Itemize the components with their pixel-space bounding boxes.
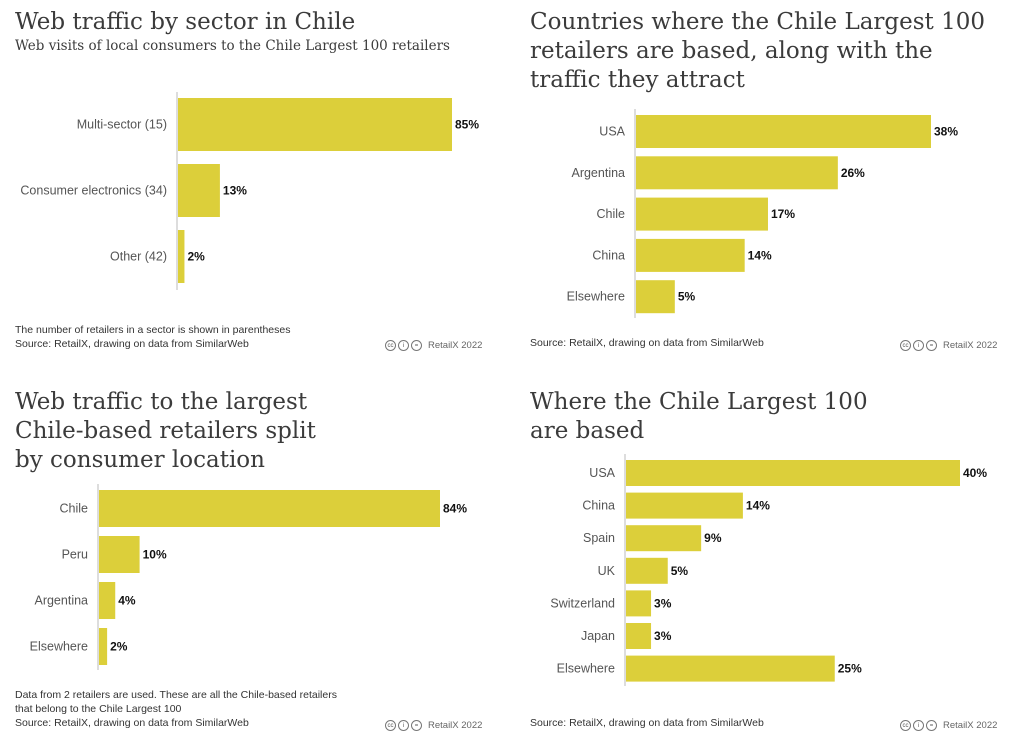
category-label: Argentina: [571, 166, 625, 180]
category-label: UK: [598, 564, 616, 578]
creative-commons-icon: cc: [385, 340, 396, 351]
category-label: Chile: [60, 502, 89, 516]
bar: [626, 492, 743, 519]
category-label: Other (42): [110, 250, 167, 264]
category-label: Peru: [62, 548, 88, 562]
credit-text: RetailX 2022: [428, 340, 483, 351]
bar-chart-consumer-location: Chile 84% Peru 10% Argentina 4% Elsewhere 2%: [30, 484, 467, 670]
category-label: Elsewhere: [30, 640, 88, 654]
attribution-icon: i: [398, 340, 409, 351]
chart-title: Countries where the Chile Largest 100 re…: [530, 9, 986, 93]
bar: [99, 628, 108, 665]
panel-retailer-locations: Where the Chile Largest 100 are based US…: [530, 388, 1005, 733]
attribution-icon: i: [913, 340, 924, 351]
value-label: 10%: [143, 548, 167, 562]
chart-note-continued: that belong to the Chile Largest 100: [15, 703, 182, 715]
category-label: USA: [589, 466, 615, 480]
panel-countries-traffic: Countries where the Chile Largest 100 re…: [530, 8, 1005, 358]
bar: [99, 582, 116, 619]
bar: [626, 655, 835, 682]
credit-text: RetailX 2022: [943, 340, 998, 351]
chart-note: Data from 2 retailers are used. These ar…: [15, 689, 337, 701]
attribution-icon: i: [398, 720, 409, 731]
value-label: 3%: [654, 596, 672, 610]
panel-consumer-location: Web traffic to the largest Chile-based r…: [15, 388, 490, 733]
bar: [99, 536, 140, 573]
value-label: 3%: [654, 629, 672, 643]
value-label: 4%: [118, 594, 136, 608]
bar-chart-retailer-locations: USA 40% China 14% Spain 9% UK 5% Switzerland 3% Ja…: [550, 454, 987, 686]
bar: [636, 156, 838, 190]
category-label: Elsewhere: [567, 290, 625, 304]
category-label: Chile: [597, 207, 626, 221]
value-label: 25%: [838, 662, 862, 676]
value-label: 84%: [443, 502, 467, 516]
value-label: 2%: [110, 640, 128, 654]
bar-chart-sector: Multi-sector (15) 85% Consumer electronics…: [20, 92, 479, 290]
chart-source: Source: RetailX, drawing on data from Si…: [530, 337, 764, 349]
bar: [178, 230, 185, 283]
bar: [636, 238, 745, 272]
no-derivatives-icon: =: [411, 720, 422, 731]
category-label: Spain: [583, 531, 615, 545]
bar-chart-countries: USA 38% Argentina 26% Chile 17% China 14% Elsewh…: [567, 109, 958, 318]
category-label: China: [592, 248, 625, 262]
no-derivatives-icon: =: [926, 720, 937, 731]
value-label: 26%: [841, 166, 865, 180]
bar: [626, 590, 652, 617]
panel-sector-traffic: Web traffic by sector in Chile Web visit…: [15, 8, 490, 358]
chart-subtitle: Web visits of local consumers to the Chi…: [15, 38, 450, 54]
credit-badge: cc i = RetailX 2022: [385, 340, 482, 351]
value-label: 2%: [187, 250, 205, 264]
credit-badge: cc i = RetailX 2022: [385, 720, 482, 731]
chart-title: Web traffic by sector in Chile: [15, 9, 356, 35]
chart-title: Where the Chile Largest 100 are based: [530, 389, 868, 444]
credit-text: RetailX 2022: [428, 720, 483, 731]
bar: [626, 525, 702, 552]
value-label: 40%: [963, 466, 987, 480]
attribution-icon: i: [913, 720, 924, 731]
bar: [178, 164, 220, 217]
creative-commons-icon: cc: [900, 340, 911, 351]
bar: [99, 490, 440, 527]
value-label: 14%: [748, 248, 772, 262]
bar: [178, 98, 452, 151]
credit-badge: cc i = RetailX 2022: [900, 720, 997, 731]
chart-title: Web traffic to the largest Chile-based r…: [15, 389, 316, 473]
value-label: 17%: [771, 207, 795, 221]
value-label: 14%: [746, 499, 770, 513]
creative-commons-icon: cc: [900, 720, 911, 731]
credit-text: RetailX 2022: [943, 720, 998, 731]
category-label: China: [582, 499, 615, 513]
value-label: 5%: [671, 564, 689, 578]
value-label: 13%: [223, 184, 247, 198]
value-label: 5%: [678, 290, 696, 304]
category-label: Elsewhere: [557, 662, 615, 676]
chart-source: Source: RetailX, drawing on data from Si…: [15, 338, 249, 350]
value-label: 38%: [934, 125, 958, 139]
category-label: Multi-sector (15): [77, 118, 167, 132]
value-label: 85%: [455, 118, 479, 132]
credit-badge: cc i = RetailX 2022: [900, 340, 997, 351]
chart-note: The number of retailers in a sector is s…: [15, 324, 291, 336]
bar: [626, 557, 668, 584]
bar: [626, 460, 960, 486]
bar: [636, 280, 675, 314]
value-label: 9%: [704, 531, 722, 545]
chart-source: Source: RetailX, drawing on data from Si…: [530, 717, 764, 729]
category-label: Switzerland: [550, 596, 615, 610]
category-label: Japan: [581, 629, 615, 643]
category-label: Consumer electronics (34): [20, 184, 167, 198]
chart-source: Source: RetailX, drawing on data from Si…: [15, 717, 249, 729]
bar: [636, 115, 931, 148]
no-derivatives-icon: =: [926, 340, 937, 351]
creative-commons-icon: cc: [385, 720, 396, 731]
no-derivatives-icon: =: [411, 340, 422, 351]
category-label: USA: [599, 125, 625, 139]
bar: [636, 197, 768, 231]
category-label: Argentina: [34, 594, 88, 608]
bar: [626, 623, 652, 649]
